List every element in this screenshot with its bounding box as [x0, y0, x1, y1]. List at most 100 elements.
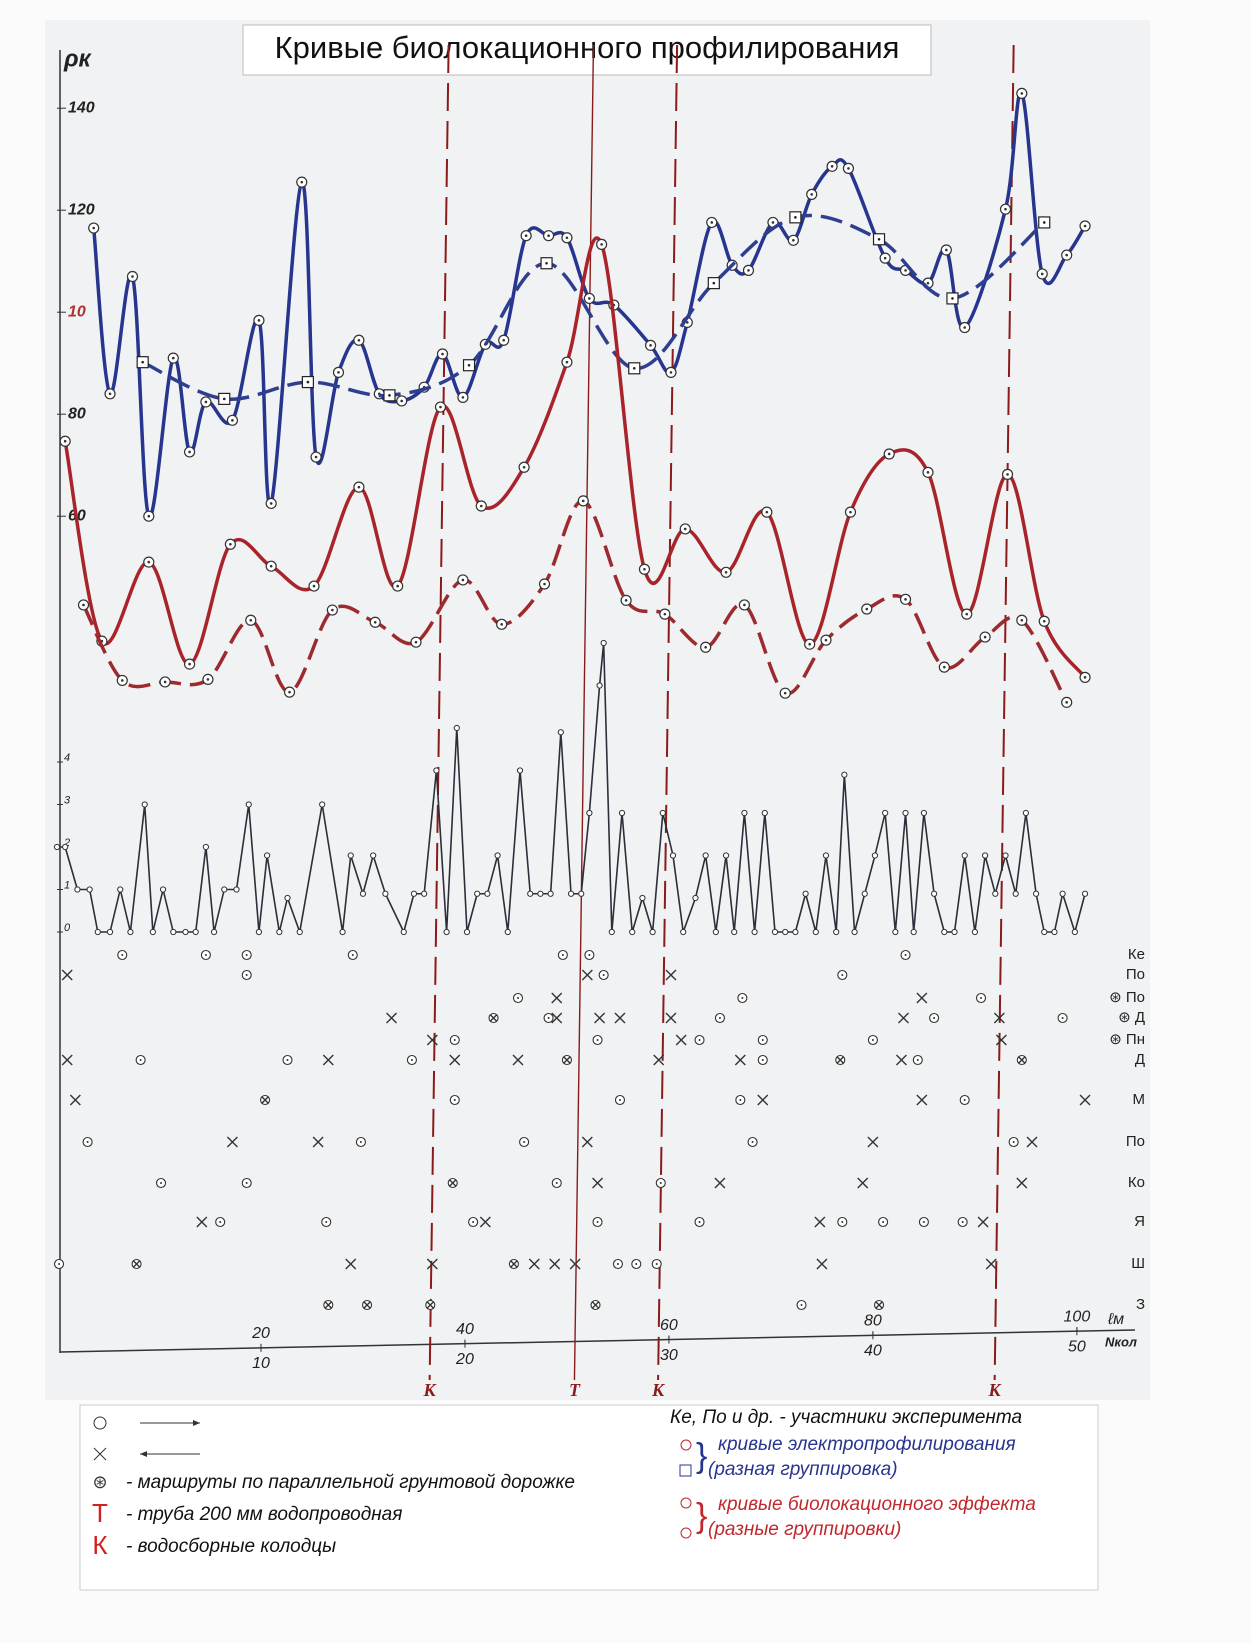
- point-dot: [847, 167, 850, 170]
- point: [202, 843, 210, 851]
- point: [359, 890, 367, 897]
- participant-mark: [361, 1299, 373, 1311]
- legend-text: - маршруты по параллельной грунтовой дор…: [126, 1472, 575, 1493]
- mark-dot: [596, 1221, 599, 1223]
- point: [516, 767, 524, 774]
- participant-mark: [569, 1258, 581, 1270]
- participant-mark: [590, 1299, 601, 1311]
- mark-cross: [581, 969, 593, 981]
- participant-mark: [479, 1216, 491, 1228]
- point: [812, 928, 819, 936]
- y-tick-label: 10: [68, 303, 86, 320]
- point: [62, 843, 69, 851]
- legend-text: кривые электропрофилирования: [718, 1434, 1016, 1455]
- point: [210, 928, 218, 936]
- point-dot: [206, 678, 210, 681]
- point: [971, 928, 978, 936]
- participant-mark: [714, 1012, 725, 1024]
- x-tick-label: 10: [252, 1355, 270, 1372]
- vertical-line: [657, 44, 679, 1381]
- mark-cross: [426, 1258, 438, 1270]
- legend-arrowhead: [140, 1451, 147, 1457]
- mark-cross: [549, 1258, 561, 1270]
- mark-cross: [895, 1054, 907, 1066]
- point-dot: [724, 571, 728, 574]
- row-label: По: [1126, 966, 1145, 983]
- point: [170, 928, 177, 936]
- mark-cross: [995, 1034, 1007, 1046]
- point-dot: [337, 371, 340, 374]
- mark-dot: [635, 1263, 638, 1265]
- point: [951, 928, 958, 936]
- legend-arrowhead: [193, 1420, 200, 1426]
- point: [851, 928, 858, 936]
- point: [822, 852, 830, 859]
- point-dot: [600, 243, 603, 246]
- participant-mark: [665, 1012, 677, 1024]
- point-dot: [783, 691, 787, 695]
- point-dot: [1065, 253, 1068, 257]
- point-dot: [926, 471, 930, 474]
- point: [1032, 890, 1040, 897]
- point: [370, 852, 377, 859]
- vertical-label: К: [651, 1380, 666, 1400]
- legend-text: - труба 200 мм водопроводная: [126, 1504, 402, 1525]
- participant-mark: [796, 1299, 807, 1311]
- mark-cross: [261, 1096, 269, 1104]
- point-dot: [331, 608, 334, 612]
- legend-subtext: (разная группировка): [708, 1459, 898, 1480]
- participant-mark: [549, 1258, 561, 1270]
- point: [410, 890, 418, 897]
- participant-mark: [447, 1177, 458, 1189]
- point: [649, 928, 656, 936]
- point-dot: [545, 261, 548, 265]
- point: [792, 928, 799, 936]
- mark-cross: [594, 1012, 606, 1024]
- mark-dot: [588, 954, 591, 956]
- participant-mark: [975, 992, 987, 1004]
- point-dot: [269, 502, 273, 505]
- participant-mark: [321, 1216, 332, 1228]
- x-tick-label: 20: [455, 1351, 474, 1368]
- point: [74, 886, 81, 893]
- point-dot: [502, 338, 506, 342]
- point: [400, 928, 407, 936]
- participant-mark: [734, 1054, 746, 1066]
- point-dot: [288, 690, 291, 694]
- x-axis-label: Nкол: [1105, 1334, 1137, 1349]
- point: [149, 928, 156, 936]
- point: [117, 886, 124, 893]
- participant-mark: [241, 949, 252, 961]
- mark-cross: [916, 1094, 928, 1106]
- mark-dot: [160, 1182, 163, 1184]
- participant-mark: [592, 1034, 603, 1046]
- point-dot: [904, 598, 907, 601]
- participant-mark: [1008, 1136, 1019, 1148]
- mark-cross: [322, 1054, 334, 1066]
- mark-dot: [761, 1039, 764, 1041]
- point-dot: [849, 510, 852, 514]
- point: [221, 886, 228, 893]
- participant-mark: [226, 1136, 238, 1148]
- point-dot: [588, 297, 591, 300]
- x-axis: [59, 1329, 1136, 1353]
- point: [941, 928, 948, 936]
- point: [1059, 890, 1066, 897]
- mark-dot: [916, 1059, 919, 1061]
- row-label: З: [1136, 1296, 1145, 1313]
- x2-axis-label: ℓм: [1107, 1311, 1124, 1328]
- mark-cross: [816, 1258, 828, 1270]
- point: [731, 928, 738, 936]
- participant-mark: [323, 1299, 334, 1311]
- point: [263, 852, 271, 859]
- point: [680, 928, 687, 936]
- mark-dot: [86, 1141, 89, 1143]
- point-dot: [461, 396, 465, 399]
- mark-cross: [714, 1177, 726, 1189]
- point-dot: [771, 221, 775, 224]
- point: [692, 894, 699, 902]
- point-dot: [1020, 92, 1024, 95]
- point-dot: [1065, 701, 1068, 704]
- mark-dot: [472, 1221, 475, 1223]
- point: [669, 852, 677, 859]
